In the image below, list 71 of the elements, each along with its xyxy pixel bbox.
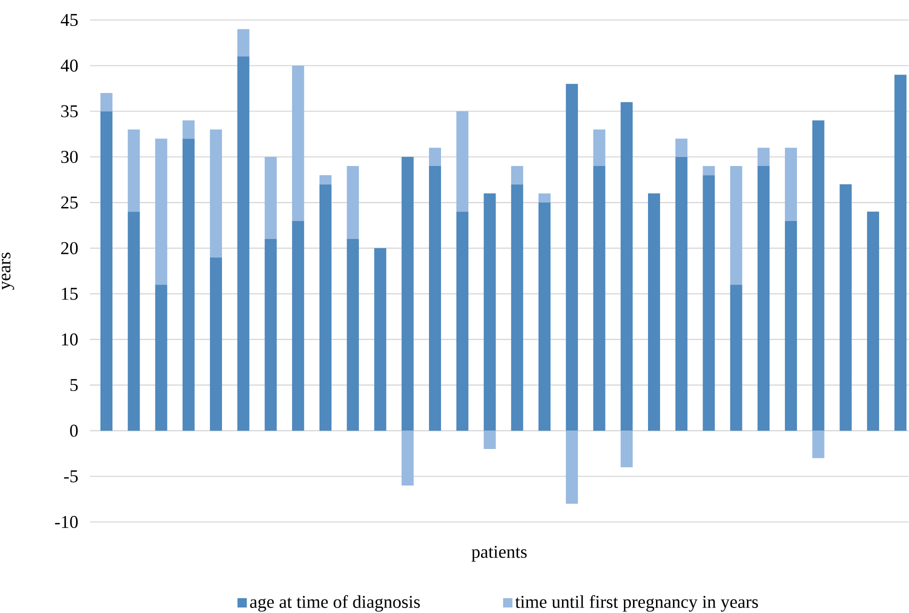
bar xyxy=(428,166,442,431)
bar xyxy=(812,120,824,431)
bar xyxy=(675,138,688,157)
bar xyxy=(319,175,332,184)
bar xyxy=(182,138,195,431)
bar xyxy=(210,130,222,258)
y-axis-title: years xyxy=(2,252,14,290)
y-tick-label: 40 xyxy=(60,60,78,72)
bar xyxy=(648,193,660,431)
bar xyxy=(264,156,277,240)
bar xyxy=(511,166,524,184)
bar xyxy=(237,56,250,431)
bar xyxy=(319,184,332,431)
bar xyxy=(840,184,852,431)
bar xyxy=(758,148,770,166)
bar xyxy=(456,212,468,431)
bar xyxy=(155,284,168,431)
x-axis-title: patients xyxy=(472,546,527,562)
bar xyxy=(593,130,606,166)
bar xyxy=(702,175,715,431)
y-tick-label: 15 xyxy=(62,288,78,300)
bar xyxy=(730,166,742,285)
bar xyxy=(812,430,824,458)
y-tick-label: 20 xyxy=(61,242,78,254)
bar xyxy=(292,66,304,221)
y-tick-label: 5 xyxy=(70,379,78,392)
bar xyxy=(100,93,112,112)
bar xyxy=(237,29,250,56)
bar xyxy=(593,166,606,431)
bar xyxy=(784,148,797,221)
y-tick-label: 30 xyxy=(61,150,78,163)
bar xyxy=(346,166,359,240)
bar xyxy=(702,166,715,176)
bar xyxy=(128,212,140,431)
bar xyxy=(675,156,688,431)
bar xyxy=(264,239,277,431)
bar xyxy=(182,120,195,139)
y-tick-label: -5 xyxy=(64,470,78,482)
bar xyxy=(155,138,168,285)
y-tick-label: 10 xyxy=(62,333,78,346)
bar xyxy=(402,156,414,431)
bar xyxy=(128,130,140,212)
bar xyxy=(292,220,304,431)
bar xyxy=(620,430,633,468)
bar xyxy=(784,220,797,431)
y-tick-label: -10 xyxy=(55,516,78,528)
bar xyxy=(620,102,633,431)
y-tick-label: 25 xyxy=(61,196,78,209)
bar xyxy=(374,248,386,431)
bar xyxy=(428,148,442,166)
bar xyxy=(538,202,551,431)
bar xyxy=(566,430,578,504)
bar xyxy=(867,212,880,431)
legend-label: age at time of diagnosis xyxy=(250,595,420,612)
bar xyxy=(402,430,414,486)
bar xyxy=(484,193,496,431)
y-tick-label: 0 xyxy=(70,424,78,437)
bar xyxy=(538,193,551,203)
bar xyxy=(894,74,906,431)
bar xyxy=(210,257,222,431)
bar xyxy=(346,239,359,431)
bar xyxy=(566,84,578,431)
y-tick-label: 45 xyxy=(60,14,78,26)
bar xyxy=(730,284,742,431)
bar xyxy=(100,111,112,431)
bar xyxy=(456,111,468,212)
bar xyxy=(484,430,496,449)
bar xyxy=(758,166,770,431)
legend-label: time until first pregnancy in years xyxy=(515,595,758,612)
y-tick-label: 35 xyxy=(61,105,78,118)
bar xyxy=(511,184,524,431)
